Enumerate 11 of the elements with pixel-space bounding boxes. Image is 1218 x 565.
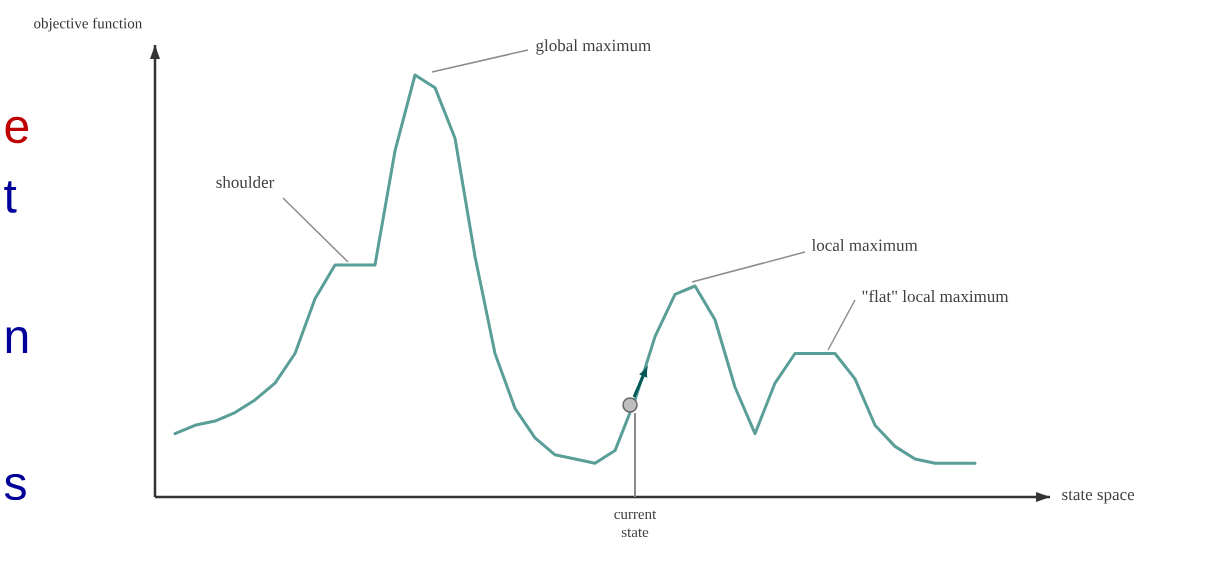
text: e: [5, 116, 29, 144]
text: t: [4, 181, 17, 213]
text: current state: [614, 510, 657, 538]
annotation: local maximum: [811, 239, 918, 251]
y-axis-title: objective function: [34, 17, 142, 32]
annotation: "flat" local maximum: [862, 289, 1009, 303]
text: n: [6, 327, 28, 353]
annotation: shoulder: [216, 176, 275, 188]
text: global maximum: [536, 39, 651, 55]
text: s: [4, 473, 26, 501]
x-axis-title: state space: [1062, 490, 1135, 504]
